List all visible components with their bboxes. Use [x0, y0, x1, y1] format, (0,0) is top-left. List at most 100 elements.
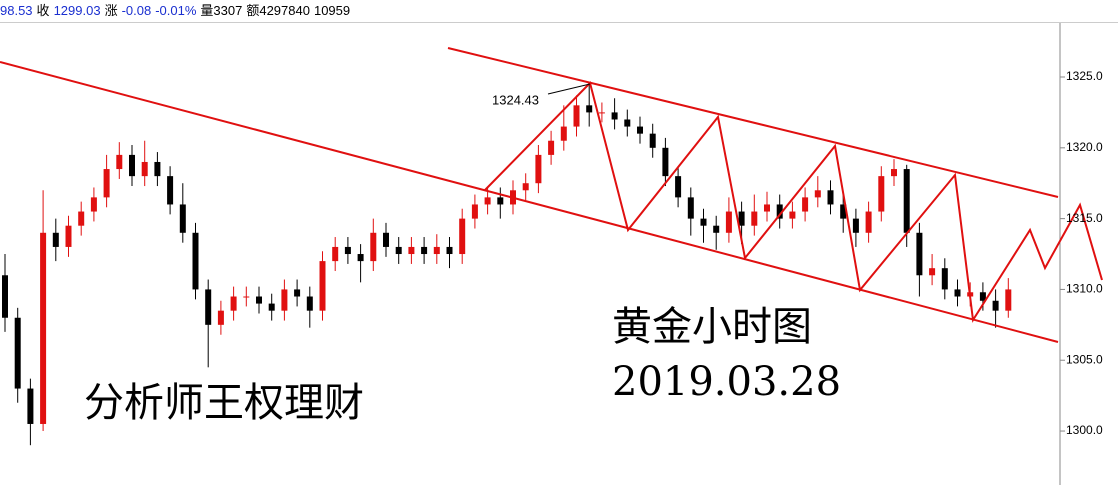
candle-body — [90, 197, 97, 212]
candle-body — [1005, 289, 1012, 311]
candle-body — [764, 204, 770, 212]
y-tick-label: 1305.0 — [1066, 352, 1103, 366]
candle-body — [586, 105, 593, 113]
candle-body — [167, 176, 174, 205]
candle-body — [357, 254, 364, 262]
candle-body — [713, 225, 720, 233]
title: 黄金小时图 — [612, 304, 812, 350]
candle-body — [852, 218, 859, 233]
candle-body — [929, 268, 936, 276]
header-item: 1299.03 — [53, 3, 101, 18]
candle-body — [687, 197, 694, 219]
candle-body — [116, 154, 123, 170]
candle-body — [294, 289, 301, 297]
y-tick-label: 1315.0 — [1066, 211, 1103, 225]
candle-body — [522, 183, 529, 191]
header-item: -0.08 — [121, 3, 152, 18]
y-tick-label: 1325.0 — [1066, 69, 1103, 83]
header-item: 10959 — [313, 3, 351, 18]
candle-body — [662, 147, 669, 177]
candle-body — [408, 246, 415, 255]
candle-body — [383, 232, 389, 247]
candle-body — [560, 126, 567, 141]
candle-body — [306, 296, 313, 311]
y-tick-label: 1320.0 — [1066, 140, 1103, 154]
candle-body — [459, 218, 466, 255]
candle-body — [598, 112, 605, 114]
candle-body — [154, 161, 161, 177]
candle-body — [941, 268, 948, 290]
candle-body — [573, 105, 580, 127]
candle-body — [954, 289, 961, 297]
candle-body — [268, 303, 275, 311]
candle-body — [205, 289, 212, 325]
candle-body — [891, 169, 897, 177]
candle-body — [827, 190, 834, 205]
candle-body — [281, 289, 288, 311]
candle-body — [865, 211, 872, 233]
quote-header: 98.53 收 1299.03 涨 -0.08 -0.01% 量3307 额4297840 10… — [0, 0, 1118, 23]
candle-body — [217, 310, 224, 325]
candle-body — [624, 119, 631, 127]
candle-body — [751, 211, 758, 226]
header-item: 98.53 — [0, 3, 33, 18]
candle-body — [65, 225, 72, 247]
candle-body — [27, 388, 34, 424]
candle-body — [192, 232, 199, 290]
candle-body — [497, 197, 504, 205]
candle-body — [725, 211, 732, 233]
candle-body — [903, 169, 910, 233]
candle-body — [421, 246, 428, 255]
candle-body — [230, 296, 237, 311]
candle-body — [548, 140, 555, 155]
candle-body — [992, 300, 999, 311]
candle-body — [433, 246, 440, 255]
candle-body — [738, 211, 745, 226]
candle-body — [256, 296, 262, 304]
candle-body — [649, 133, 656, 148]
header-item: 收 — [36, 3, 50, 18]
candle-body — [103, 169, 110, 198]
candle-body — [129, 154, 135, 177]
author: 分析师王权理财 — [84, 380, 364, 426]
candle-body — [40, 232, 47, 424]
candle-body — [916, 232, 923, 276]
candles — [2, 85, 1012, 446]
candle-body — [141, 161, 148, 177]
candle-body — [243, 296, 250, 298]
candle-body — [802, 197, 809, 212]
candle-body — [395, 246, 402, 255]
candle-body — [14, 317, 21, 389]
candle-body — [789, 211, 796, 219]
channel-upper — [447, 47, 1059, 198]
candle-body — [637, 126, 643, 134]
y-tick-label: 1300.0 — [1066, 423, 1103, 437]
header-item: 涨 — [104, 3, 118, 18]
header-item: 量3307 — [200, 3, 243, 18]
candle-body — [370, 232, 377, 262]
candle-body — [840, 204, 847, 219]
candle-body — [979, 292, 986, 301]
candle-body — [776, 204, 783, 219]
candle-body — [52, 232, 59, 247]
candle-body — [814, 190, 821, 198]
annotation-pointer — [547, 83, 591, 95]
candle-body — [675, 176, 682, 198]
candle-body — [78, 211, 85, 226]
candle-body — [179, 204, 186, 233]
candle-body — [484, 197, 491, 205]
header-item: 额4297840 — [246, 3, 310, 18]
annotation: 1324.43 — [492, 92, 539, 107]
candle-body — [700, 218, 707, 226]
zigzag — [484, 81, 1103, 323]
header-item: -0.01% — [155, 3, 197, 18]
channel-lower — [0, 61, 1059, 343]
candle-body — [332, 246, 339, 262]
candle-body — [319, 261, 326, 311]
candle-body — [471, 204, 478, 219]
candle-body — [611, 112, 618, 120]
candle-body — [535, 154, 542, 184]
date: 2019.03.28 — [612, 359, 841, 405]
